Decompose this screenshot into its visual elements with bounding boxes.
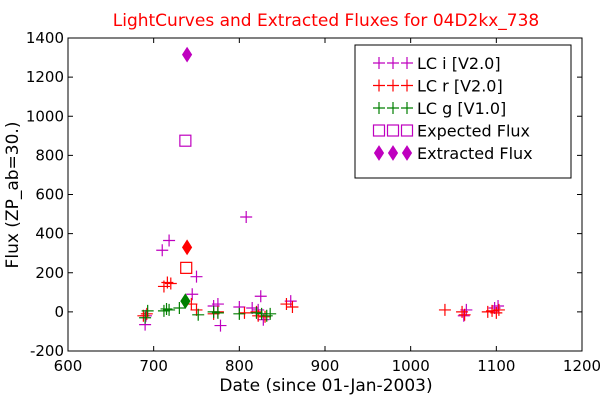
legend-marker — [401, 79, 413, 92]
y-tick-label: 1000 — [26, 107, 64, 125]
series-lc-g-v1-0 — [139, 301, 277, 324]
y-tick-label: 200 — [35, 264, 64, 282]
data-point — [190, 303, 203, 316]
legend-marker — [387, 102, 399, 114]
series-extracted-flux — [181, 46, 193, 63]
data-point — [180, 293, 191, 310]
data-point — [141, 304, 154, 317]
chart-title: LightCurves and Extracted Fluxes for 04D… — [113, 11, 539, 31]
legend-marker — [373, 145, 385, 161]
axis-ticks: 600 700 800 900 1000 1100 1200 -200 0 200 400 600 80… — [26, 29, 600, 375]
legend-marker — [373, 102, 385, 114]
x-tick-label: 800 — [225, 357, 254, 375]
y-tick-label: 1200 — [26, 68, 64, 86]
y-tick-label: 400 — [35, 225, 64, 243]
data-point — [181, 46, 193, 63]
legend-label: LC r [V2.0] — [417, 77, 503, 96]
data-marks — [137, 46, 505, 332]
data-point — [157, 304, 170, 317]
data-point — [160, 302, 173, 315]
series-lc-i-v2-0 — [139, 210, 505, 332]
series-extracted-flux-g — [180, 293, 191, 310]
data-point — [492, 303, 505, 316]
legend-marker — [401, 57, 413, 69]
data-point — [250, 306, 263, 319]
data-point — [490, 306, 503, 319]
legend-label: Extracted Flux — [417, 144, 533, 163]
data-point — [458, 308, 471, 321]
data-point — [238, 306, 251, 319]
data-point — [181, 239, 193, 256]
data-point — [164, 277, 177, 290]
legend-marker — [387, 145, 399, 161]
data-point — [156, 244, 169, 257]
data-point — [240, 210, 253, 223]
legend-marker — [386, 124, 400, 137]
x-tick-label: 700 — [139, 357, 168, 375]
data-point — [192, 308, 205, 321]
data-point — [214, 319, 227, 332]
y-tick-label: 0 — [54, 303, 64, 321]
data-point — [163, 303, 176, 316]
y-axis-title: Flux (ZP_ab=30.) — [3, 122, 23, 269]
data-point — [438, 303, 451, 316]
legend-entry: Expected Flux — [372, 122, 530, 141]
legend-marker — [401, 102, 413, 114]
x-tick-label: 1000 — [392, 357, 430, 375]
data-point — [163, 234, 176, 247]
series-expected-flux — [179, 134, 192, 147]
legend-label: Expected Flux — [417, 122, 530, 141]
data-point — [139, 311, 152, 324]
legend-entry: LC g [V1.0] — [373, 99, 506, 118]
legend-marker — [372, 124, 386, 137]
legend-entry: Extracted Flux — [373, 144, 533, 163]
data-point — [173, 301, 186, 314]
y-tick-label: 600 — [35, 186, 64, 204]
data-point — [211, 306, 224, 319]
legend-entry: LC r [V2.0] — [373, 77, 503, 96]
x-tick-label: 600 — [54, 357, 83, 375]
data-point — [254, 290, 267, 303]
x-tick-label: 900 — [311, 357, 340, 375]
data-point — [190, 270, 203, 283]
y-tick-label: 800 — [35, 146, 64, 164]
data-point — [179, 134, 192, 147]
y-tick-label: 1400 — [26, 29, 64, 47]
x-tick-label: 1100 — [477, 357, 515, 375]
data-point — [456, 305, 469, 318]
legend-marker — [387, 57, 399, 69]
legend: LC i [V2.0] LC r [V2.0] LC g [V1.0] Expecte… — [354, 44, 572, 179]
data-point — [286, 300, 299, 313]
data-point — [186, 288, 199, 301]
series-expected-flux-r — [180, 261, 193, 274]
legend-marker — [401, 145, 413, 161]
legend-marker — [400, 124, 414, 137]
x-tick-label: 1200 — [563, 357, 600, 375]
x-axis-title: Date (since 01-Jan-2003) — [219, 376, 432, 396]
data-point — [264, 307, 277, 320]
legend-marker — [373, 79, 385, 92]
data-point — [280, 298, 293, 311]
y-tick-label: -200 — [30, 342, 64, 360]
legend-entry: LC i [V2.0] — [373, 54, 501, 73]
legend-marker — [387, 79, 399, 92]
legend-label: LC g [V1.0] — [417, 99, 506, 118]
legend-marker — [373, 57, 385, 69]
data-point — [233, 307, 246, 320]
data-point — [180, 261, 193, 274]
series-extracted-flux-r — [181, 239, 193, 256]
legend-label: LC i [V2.0] — [417, 54, 501, 73]
